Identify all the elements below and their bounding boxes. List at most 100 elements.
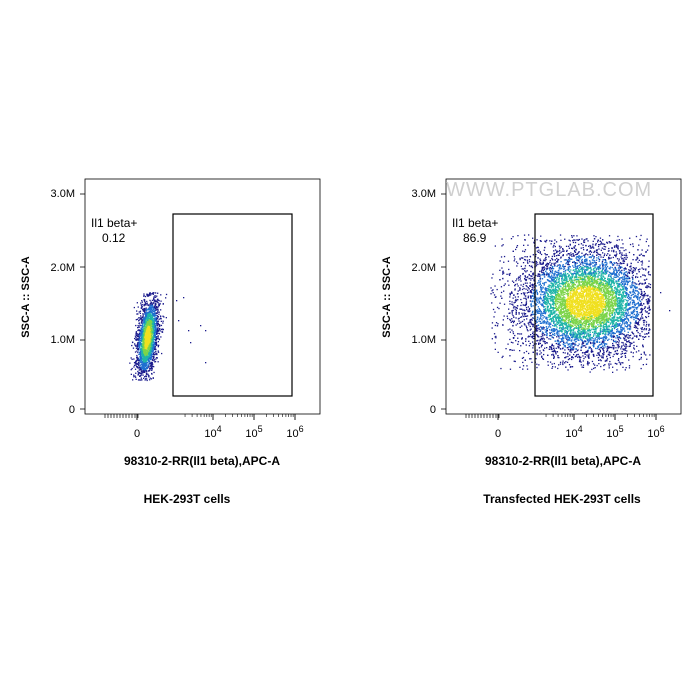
event-dot [555,277,557,279]
event-dot [142,369,145,371]
event-dot [154,299,156,301]
event-dot [559,344,561,346]
event-dot [149,368,152,370]
event-dot [145,357,147,359]
event-dot [539,339,541,341]
event-dot [141,363,143,366]
event-dot [156,315,158,317]
event-dot [155,342,157,344]
event-dot [145,362,147,364]
event-dot [138,341,140,343]
event-dot [157,292,159,294]
event-dot [579,338,582,340]
event-dot [138,333,140,336]
event-dot [136,344,138,346]
event-dot [139,353,142,356]
event-dot [151,303,153,305]
event-dot [619,263,621,265]
event-dot [152,314,154,316]
event-dot [645,321,648,323]
event-dot [160,320,162,322]
event-dot [139,335,141,338]
event-dot [587,329,589,331]
event-dot [638,350,640,352]
event-dot [136,356,138,359]
event-dot [151,335,153,337]
event-dot [584,281,586,283]
event-dot [552,331,554,333]
event-dot [604,243,606,245]
event-dot [148,322,151,324]
event-dot [556,257,558,260]
event-dot [616,320,619,322]
event-dot [139,368,141,371]
event-dot [644,310,647,312]
event-dot [570,315,572,317]
event-dot [615,300,617,302]
event-dot [144,303,146,306]
event-dot [148,308,150,310]
event-dot [616,299,618,301]
event-dot [147,321,149,323]
event-dot [571,328,573,331]
event-dot [137,326,140,328]
event-dot [143,317,145,320]
event-dot [148,307,150,309]
event-dot [602,268,604,271]
event-dot [609,329,611,331]
event-dot [147,295,149,297]
event-dot [145,348,147,350]
event-dot [157,346,159,348]
event-dot [142,336,144,338]
event-dot [152,344,154,346]
event-dot [152,358,154,360]
event-dot [528,307,531,310]
event-dot [160,336,162,338]
event-dot [148,363,150,365]
event-dot [551,295,554,297]
event-dot [144,343,146,345]
event-dot [153,337,155,339]
event-dot [165,297,167,299]
event-dot [535,298,538,300]
event-dot [139,375,142,377]
event-dot [137,324,139,327]
event-dot [556,281,558,284]
event-dot [550,311,552,313]
event-dot [156,332,158,334]
event-dot [602,256,604,258]
event-dot [165,293,168,296]
event-dot [154,318,156,320]
event-dot [149,307,151,310]
event-dot [611,280,614,282]
event-dot [146,310,148,312]
event-dot [611,288,614,290]
event-dot [568,266,570,268]
event-dot [591,296,594,298]
x-axis-tick-labels: 0 104 105 106 [134,424,304,440]
event-dot [140,336,142,338]
event-dot [143,370,145,372]
event-dot [594,367,596,369]
event-dot [144,357,146,359]
y-axis: 3.0M 2.0M 1.0M 0 [51,188,85,416]
event-dot [146,371,148,373]
event-dot [162,322,164,324]
event-dot [539,291,541,293]
event-dot [551,317,554,319]
event-dot [155,357,158,359]
event-dot [583,290,585,293]
event-dot [140,315,142,317]
event-dot [509,318,511,321]
event-dot [137,344,139,346]
event-dot [517,290,519,292]
event-dot [569,327,572,329]
event-dot [148,375,150,377]
event-dot [131,344,133,347]
event-dot [152,306,154,308]
event-dot [156,301,158,303]
event-dot [153,359,156,361]
event-dot [155,304,157,306]
event-dot [161,330,163,332]
event-dot [149,377,151,379]
